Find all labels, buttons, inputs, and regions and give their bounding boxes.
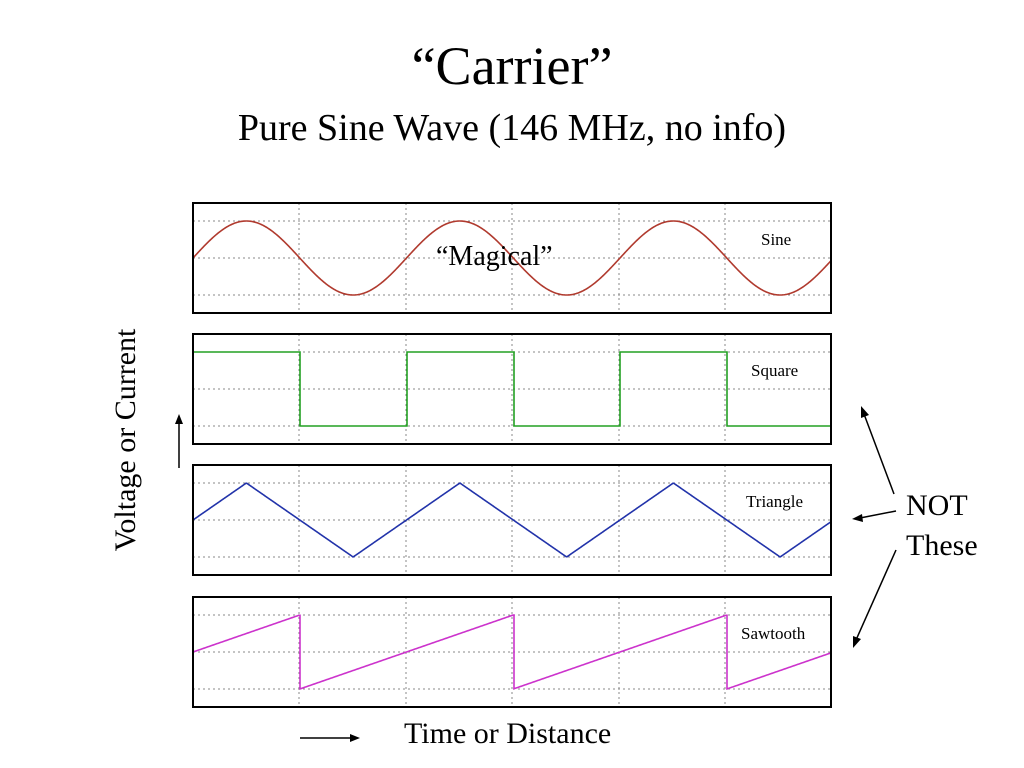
not-arrow-square [863,413,895,495]
not-arrow-sawtooth [855,549,897,641]
magical-callout: “Magical” [436,241,553,272]
sawtooth-label: Sawtooth [741,624,806,643]
panel-triangle [192,464,832,576]
y-axis-label: Voltage or Current [109,328,142,552]
triangle-label: Triangle [746,492,803,511]
square-wave [193,351,831,427]
not-arrow-triangle [859,510,897,519]
sawtooth-wave [192,614,832,691]
not-these-annotation: NOT These [906,486,978,566]
not-arrow-square-head [861,406,869,418]
not-label-line1: NOT [906,489,968,522]
panel-frame [192,202,832,314]
panel-frame [192,596,832,708]
arrows [175,406,897,742]
x-axis-label: Time or Distance [404,717,612,750]
waveform-panels [192,202,832,708]
x-axis-arrowhead [350,734,360,742]
not-arrow-triangle-head [852,514,863,522]
slide-subtitle: Pure Sine Wave (146 MHz, no info) [237,107,787,149]
panel-square [192,333,832,445]
not-arrow-sawtooth-head [853,636,861,648]
panel-sawtooth [192,596,832,708]
sine-wave [192,220,832,296]
triangle-wave [192,482,832,558]
panel-frame [192,464,832,576]
sine-label: Sine [761,230,792,249]
square-label: Square [751,361,799,380]
panel-sine [192,202,832,314]
not-label-line2: These [906,529,978,562]
panel-frame [192,333,832,445]
y-axis-arrowhead [175,414,183,424]
slide-title: “Carrier” [411,36,613,96]
